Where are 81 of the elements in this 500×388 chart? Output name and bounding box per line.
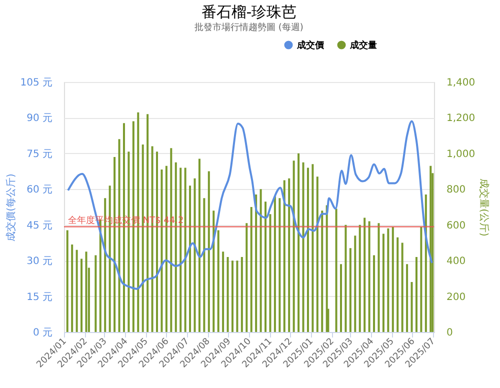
y-tick-label: 15 元: [26, 292, 52, 303]
bar: [321, 210, 324, 332]
bar: [340, 264, 342, 332]
y-tick-label: 90 元: [26, 113, 52, 124]
bar: [80, 258, 83, 332]
bar: [420, 226, 422, 332]
bar: [203, 198, 206, 332]
bar: [226, 257, 229, 332]
bar: [260, 189, 262, 332]
bar: [264, 202, 267, 332]
bar: [66, 230, 68, 332]
bar: [246, 223, 248, 332]
bar: [387, 228, 390, 332]
legend-label: 成交量: [349, 40, 377, 51]
bar: [194, 178, 196, 332]
bar: [283, 180, 286, 332]
y2-tick-label: 800: [446, 184, 466, 196]
y2-tick-label: 200: [446, 292, 466, 303]
y2-tick-label: 1,000: [446, 148, 476, 160]
y-tick-label: 45 元: [26, 220, 52, 232]
bar: [288, 178, 290, 332]
bar: [217, 230, 220, 332]
bar: [292, 160, 295, 332]
bar: [396, 237, 399, 332]
bar: [406, 264, 408, 332]
bar: [302, 162, 304, 332]
bar: [368, 221, 370, 332]
bar: [335, 208, 338, 332]
bar: [255, 194, 258, 332]
bar: [184, 168, 186, 332]
bar: [278, 198, 281, 332]
bar: [430, 166, 432, 332]
y2-tick-label: 1,200: [446, 113, 476, 124]
bar: [306, 168, 309, 332]
bar: [415, 257, 418, 332]
bar: [198, 158, 200, 332]
y-tick-label: 105 元: [20, 78, 52, 88]
bar: [71, 244, 74, 332]
chart-subtitle: 批發市場行情趨勢圖 (每週): [194, 22, 304, 33]
bar: [142, 144, 144, 332]
bar: [85, 252, 88, 332]
y2-tick-label: 400: [446, 256, 466, 268]
bar: [349, 248, 352, 332]
bar: [410, 282, 413, 332]
bar: [222, 252, 224, 332]
y2-tick-label: 0: [446, 328, 453, 338]
bar: [316, 176, 318, 332]
y-tick-label: 0 元: [32, 328, 52, 338]
y-tick-label: 60 元: [26, 184, 52, 196]
bar: [358, 224, 361, 332]
y2-tick-label: 600: [446, 220, 466, 232]
bar: [250, 207, 252, 332]
bar: [208, 171, 210, 332]
bar: [76, 250, 78, 332]
bar: [236, 260, 238, 332]
y-tick-label: 75 元: [26, 148, 52, 160]
bar: [378, 223, 380, 332]
bar: [94, 255, 97, 332]
line-series: [67, 120, 433, 290]
bar: [231, 260, 234, 332]
bar: [240, 257, 243, 332]
y-axis-title: 成交價(每公斤): [5, 174, 18, 242]
bar: [269, 214, 272, 332]
bar: [392, 226, 394, 332]
bar: [274, 196, 276, 332]
bar: [160, 170, 163, 332]
bar: [364, 218, 366, 332]
bar: [382, 234, 384, 332]
bar: [401, 242, 404, 332]
y-tick-label: 30 元: [26, 256, 52, 268]
legend-label: 成交價: [296, 40, 325, 51]
bar: [312, 164, 314, 332]
bar: [298, 153, 300, 332]
bar: [344, 224, 347, 332]
bar: [354, 236, 356, 332]
chart-title: 番石榴-珍珠芭: [201, 3, 297, 21]
bar: [373, 255, 376, 332]
y2-tick-label: 1,400: [446, 78, 476, 88]
bar: [212, 210, 215, 332]
y2-axis-title: 成交量(公斤): [478, 178, 490, 236]
bar: [189, 186, 192, 332]
